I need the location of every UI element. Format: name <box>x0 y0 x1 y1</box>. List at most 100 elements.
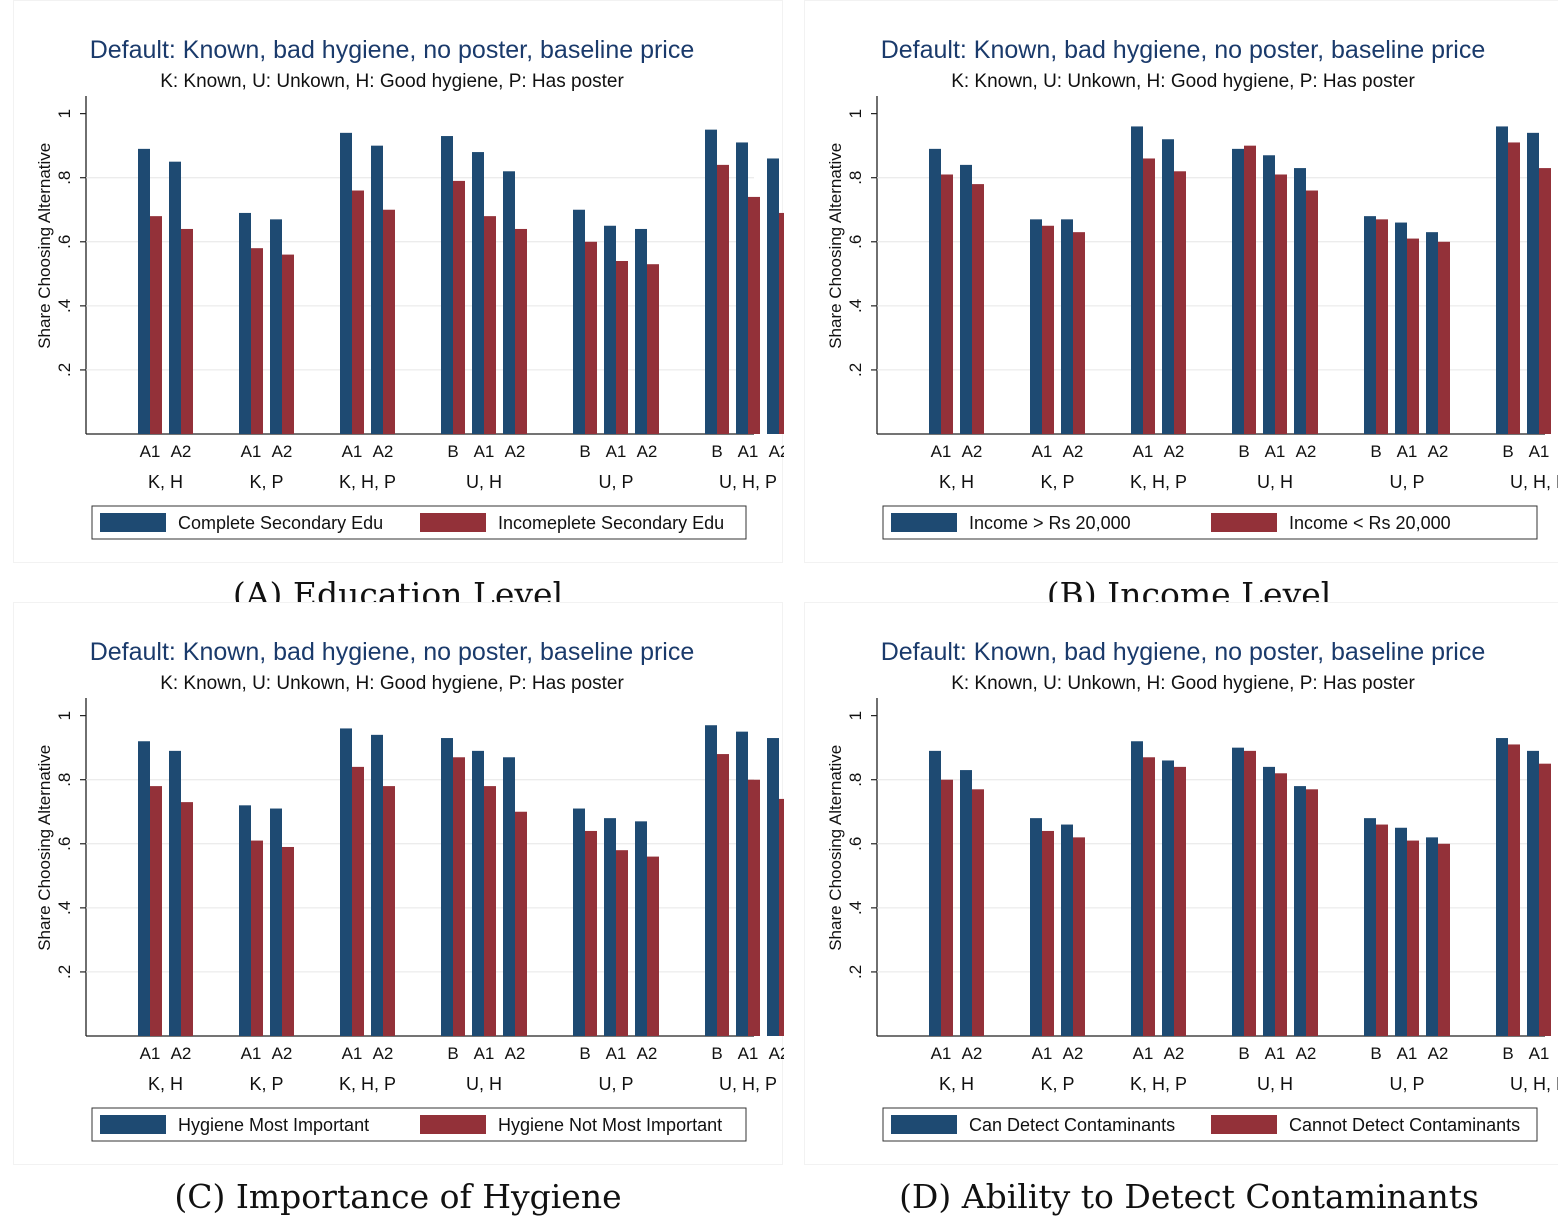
bar-series-1 <box>960 770 972 1036</box>
x-category-label: A1 <box>474 1044 495 1063</box>
chart-title: Default: Known, bad hygiene, no poster, … <box>90 36 695 64</box>
bar-series-2 <box>1407 238 1419 434</box>
bar-series-1 <box>503 757 515 1036</box>
x-category-label: A2 <box>1063 442 1084 461</box>
bar-series-2 <box>1508 142 1520 435</box>
x-category-label: A1 <box>1397 1044 1418 1063</box>
x-group-label: U, H <box>466 1074 502 1094</box>
y-tick-label: .8 <box>55 171 74 185</box>
legend-swatch-1 <box>100 1115 166 1134</box>
bar-series-2 <box>1244 750 1256 1036</box>
bar-series-2 <box>150 786 162 1036</box>
bar-series-2 <box>251 840 263 1036</box>
bar-series-1 <box>1232 747 1244 1036</box>
x-group-label: K, P <box>1040 1074 1074 1094</box>
x-category-label: B <box>1502 442 1513 461</box>
x-category-label: A1 <box>241 1044 262 1063</box>
bar-series-2 <box>972 184 984 434</box>
x-category-label: A1 <box>1265 442 1286 461</box>
y-tick-label: .2 <box>55 363 74 377</box>
x-group-label: U, H, P <box>719 472 777 492</box>
bar-series-1 <box>1030 219 1042 434</box>
bar-series-2 <box>941 779 953 1036</box>
x-category-label: A1 <box>1529 1044 1550 1063</box>
x-group-label: K, H <box>148 472 183 492</box>
bar-series-1 <box>929 148 941 435</box>
bar-series-2 <box>1376 219 1388 434</box>
bar-series-2 <box>647 856 659 1036</box>
chart-area: Default: Known, bad hygiene, no poster, … <box>804 602 1558 1165</box>
bar-series-2 <box>282 846 294 1036</box>
bar-series-2 <box>717 754 729 1036</box>
x-group-label: K, H <box>939 1074 974 1094</box>
bar-series-1 <box>1131 126 1143 434</box>
bar-series-1 <box>472 152 484 434</box>
y-tick-label: 1 <box>846 711 865 720</box>
bar-series-1 <box>929 750 941 1036</box>
x-group-label: K, H, P <box>339 1074 396 1094</box>
bar-series-1 <box>1263 766 1275 1036</box>
x-category-label: B <box>579 1044 590 1063</box>
x-category-label: A1 <box>342 1044 363 1063</box>
legend-box <box>882 1107 1538 1142</box>
y-axis-label: Share Choosing Alternative <box>826 745 845 951</box>
bar-series-1 <box>340 728 352 1036</box>
chart-title: Default: Known, bad hygiene, no poster, … <box>881 638 1486 666</box>
chart-area: Default: Known, bad hygiene, no poster, … <box>13 602 791 1165</box>
x-group-label: U, P <box>1389 472 1424 492</box>
chart-area: Default: Known, bad hygiene, no poster, … <box>804 0 1558 563</box>
bar-series-1 <box>1395 222 1407 434</box>
x-category-label: A2 <box>373 1044 394 1063</box>
bar-series-1 <box>1030 818 1042 1036</box>
bar-series-2 <box>1174 766 1186 1036</box>
bar-series-2 <box>647 264 659 434</box>
chart-subtitle: K: Known, U: Unkown, H: Good hygiene, P:… <box>160 71 624 92</box>
x-category-label: A2 <box>1428 1044 1449 1063</box>
bar-series-2 <box>585 241 597 434</box>
bar-series-2 <box>181 802 193 1036</box>
bar-series-2 <box>282 254 294 434</box>
x-category-label: A2 <box>1296 442 1317 461</box>
x-category-label: A2 <box>637 442 658 461</box>
bar-series-2 <box>515 228 527 434</box>
bar-series-1 <box>573 209 585 434</box>
legend-label-2: Cannot Detect Contaminants <box>1289 1115 1520 1135</box>
x-category-label: B <box>1238 442 1249 461</box>
x-category-label: B <box>711 1044 722 1063</box>
y-tick-label: .6 <box>55 235 74 249</box>
bar-series-2 <box>1306 789 1318 1036</box>
bar-series-1 <box>705 725 717 1036</box>
bar-series-1 <box>736 731 748 1036</box>
bar-series-2 <box>717 164 729 434</box>
x-category-label: A2 <box>171 1044 192 1063</box>
x-category-label: A1 <box>606 442 627 461</box>
bar-series-1 <box>1294 168 1306 434</box>
bar-series-1 <box>1496 126 1508 434</box>
chart-title: Default: Known, bad hygiene, no poster, … <box>881 36 1486 64</box>
x-group-label: K, P <box>249 472 283 492</box>
bar-series-2 <box>1275 773 1287 1036</box>
x-category-label: A2 <box>272 442 293 461</box>
bar-series-1 <box>1263 155 1275 434</box>
bar-series-1 <box>138 148 150 435</box>
bar-series-2 <box>453 757 465 1036</box>
bar-series-2 <box>616 850 628 1036</box>
legend-label-1: Complete Secondary Edu <box>178 513 383 533</box>
y-tick-label: 1 <box>55 711 74 720</box>
x-category-label: A1 <box>140 442 161 461</box>
bar-series-1 <box>441 738 453 1036</box>
chart-title: Default: Known, bad hygiene, no poster, … <box>90 638 695 666</box>
bar-series-2 <box>941 174 953 434</box>
x-group-label: U, P <box>598 472 633 492</box>
bar-series-1 <box>635 821 647 1036</box>
bar-series-2 <box>779 798 791 1036</box>
x-category-label: A1 <box>1133 1044 1154 1063</box>
x-category-label: A2 <box>171 442 192 461</box>
y-axis-label: Share Choosing Alternative <box>826 143 845 349</box>
bar-series-2 <box>1143 757 1155 1036</box>
bar-series-2 <box>1539 168 1551 434</box>
panel-caption: (D) Ability to Detect Contaminants <box>899 1177 1479 1216</box>
bar-series-1 <box>371 734 383 1036</box>
bar-series-1 <box>1162 139 1174 434</box>
x-category-label: A1 <box>1032 1044 1053 1063</box>
